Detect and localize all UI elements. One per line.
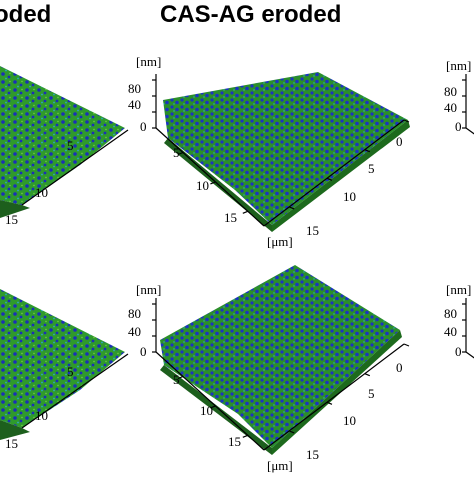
z-tick-40-bottom: 40	[128, 324, 141, 339]
x-tick-10: 10	[343, 189, 356, 204]
center-bottom-x-tick-1	[364, 373, 371, 377]
right-bottom-y-axis	[465, 351, 474, 359]
x-tick-0-bottom: 0	[396, 360, 403, 375]
y-tick-5: 5	[173, 145, 180, 160]
z-unit-label-bottom: [nm]	[136, 282, 161, 297]
left-bottom-x-axis	[21, 353, 129, 429]
center-bottom-y-axis	[155, 351, 265, 451]
panel-title-center: CAS-AG eroded	[160, 1, 342, 28]
right-z-tick-80: 80	[444, 84, 457, 99]
z-unit-label: [nm]	[136, 54, 161, 69]
center-top-y-tick-1	[210, 181, 216, 185]
center-top-x-tick-3	[288, 206, 295, 210]
right-z-tick-0: 0	[455, 119, 462, 134]
right-z-tick-80-bottom: 80	[444, 306, 457, 321]
center-top-x-tick-2	[326, 177, 333, 181]
center-bottom-x-tick-2	[326, 401, 333, 405]
left-top-x-axis	[21, 129, 129, 206]
z-tick-80-bottom: 80	[128, 306, 141, 321]
center-bottom-y-tick-2	[242, 434, 249, 438]
center-top-x-tick-1	[364, 149, 371, 153]
x-tick-5: 5	[368, 161, 375, 176]
center-bottom-x-tick-3	[288, 430, 295, 434]
right-z-tick-40: 40	[444, 100, 457, 115]
x-tick-5-bottom: 5	[368, 386, 375, 401]
right-z-tick-40-bottom: 40	[444, 324, 457, 339]
x-tick-15-bottom: 15	[306, 447, 319, 462]
y-tick-5-bottom: 5	[173, 372, 180, 387]
surface-left-bottom	[0, 289, 125, 440]
right-z-tick-0-bottom: 0	[455, 344, 462, 359]
left-x-tick-10: 10	[35, 185, 48, 200]
z-tick-0: 0	[140, 119, 147, 134]
right-z-unit-label: [nm]	[446, 58, 471, 73]
z-tick-0-bottom: 0	[140, 344, 147, 359]
center-bottom-x-tick-0	[403, 343, 410, 347]
xy-unit-label: [μm]	[267, 234, 293, 249]
left-x-tick-10-bottom: 10	[35, 408, 48, 423]
x-tick-10-bottom: 10	[343, 413, 356, 428]
center-top-y-tick-2	[242, 210, 249, 214]
z-tick-80: 80	[128, 81, 141, 96]
y-tick-10-bottom: 10	[200, 403, 213, 418]
x-tick-15: 15	[306, 223, 319, 238]
right-top-y-axis	[465, 127, 474, 135]
center-top-x-tick-0	[403, 119, 410, 123]
surface-left-top	[0, 66, 125, 218]
x-tick-0: 0	[396, 134, 403, 149]
xy-unit-label-bottom: [μm]	[267, 458, 293, 473]
y-tick-15-bottom: 15	[228, 434, 241, 449]
center-bottom-y-tick-1	[210, 405, 216, 409]
z-tick-40: 40	[128, 97, 141, 112]
center-bottom-x-axis	[263, 343, 405, 451]
panel-title-left: oded	[0, 1, 52, 28]
center-top-x-axis	[263, 119, 405, 227]
left-x-tick-15-bottom: 15	[5, 436, 18, 451]
center-top-y-axis	[155, 127, 265, 227]
right-z-unit-label-bottom: [nm]	[446, 282, 471, 297]
center-top-y-tick-0	[177, 151, 184, 156]
center-bottom-y-tick-0	[177, 375, 184, 380]
y-tick-15: 15	[224, 210, 237, 225]
left-x-tick-5: 5	[67, 138, 74, 153]
y-tick-10: 10	[196, 178, 209, 193]
left-x-tick-15: 15	[5, 212, 18, 227]
left-x-tick-5-bottom: 5	[67, 364, 74, 379]
